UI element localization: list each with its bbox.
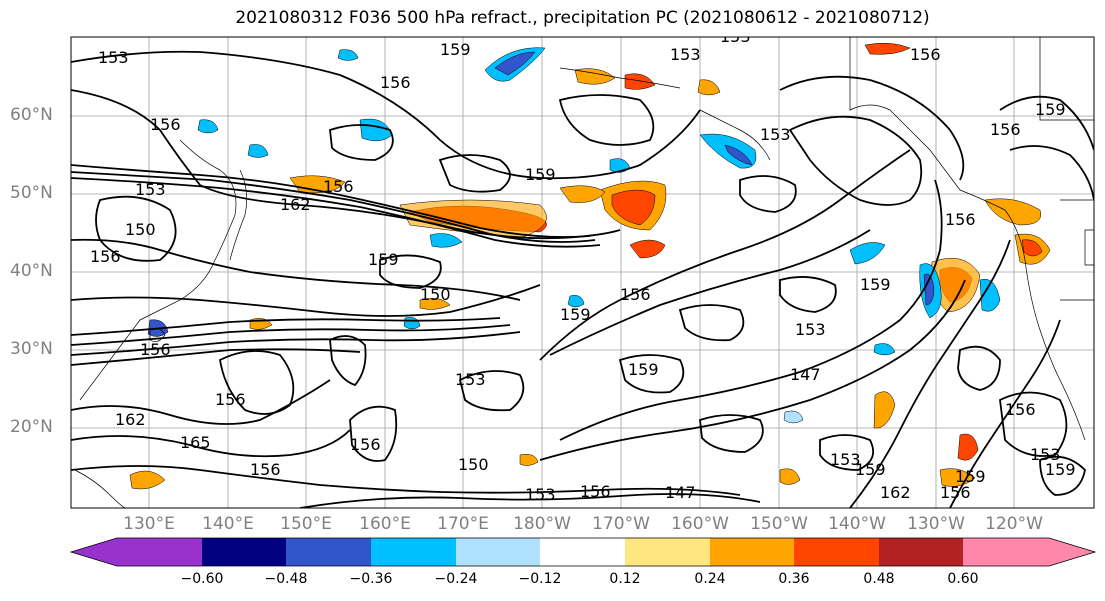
contour-label: 156 (580, 482, 611, 501)
contour-label: 162 (280, 195, 311, 214)
lon-label: 170°W (592, 514, 650, 534)
contour-label: 159 (955, 467, 986, 486)
colorbar-tick-label: 0.48 (863, 571, 895, 587)
contour-label: 156 (90, 247, 121, 266)
contour-label: 156 (1005, 400, 1036, 419)
colorbar-segment (286, 538, 371, 566)
contour-label: 153 (830, 450, 861, 469)
coastlines (74, 37, 1094, 508)
positive-precip-patches (129, 42, 1051, 490)
contour-label: 153 (720, 27, 751, 46)
colorbar-segment (963, 538, 1095, 566)
colorbar (71, 538, 1095, 566)
contour-label: 165 (180, 433, 211, 452)
contour-label: 156 (250, 460, 281, 479)
lon-label: 140°E (202, 514, 254, 534)
colorbar-outline (69, 537, 1097, 567)
contour-label: 150 (420, 285, 451, 304)
contour-label: 156 (380, 73, 411, 92)
contour-label: 153 (98, 48, 129, 67)
lon-label: 150°W (750, 514, 808, 534)
colorbar-segment (71, 538, 202, 566)
contour-label: 153 (1030, 445, 1061, 464)
contour-label: 153 (760, 125, 791, 144)
contour-labels: 153 159 156 153 153 156 159 156 153 159 … (90, 27, 1076, 504)
lon-label: 180°W (513, 514, 571, 534)
colorbar-segment (202, 538, 286, 566)
contour-label: 162 (115, 410, 146, 429)
contour-label: 147 (790, 365, 821, 384)
lon-label: 150°E (280, 514, 332, 534)
contour-label: 159 (628, 360, 659, 379)
lat-label: 30°N (10, 339, 53, 359)
contour-label: 153 (135, 180, 166, 199)
colorbar-segment (879, 538, 963, 566)
lon-label: 160°E (359, 514, 411, 534)
contour-label: 156 (620, 285, 651, 304)
colorbar-segment (710, 538, 794, 566)
contour-label: 159 (525, 165, 556, 184)
colorbar-segment (540, 538, 625, 566)
colorbar-segment (794, 538, 879, 566)
contour-label: 162 (880, 483, 911, 502)
contour-label: 153 (795, 320, 826, 339)
contour-label: 156 (990, 120, 1021, 139)
colorbar-segment (625, 538, 710, 566)
lon-label: 130°E (123, 514, 175, 534)
lat-label: 60°N (10, 105, 53, 125)
contour-label: 150 (458, 455, 489, 474)
lat-label: 40°N (10, 261, 53, 281)
lon-label: 160°W (671, 514, 729, 534)
map-gridlines (71, 37, 1094, 508)
lat-label: 50°N (10, 183, 53, 203)
contour-label: 156 (910, 45, 941, 64)
colorbar-tick-label: 0.36 (778, 571, 810, 587)
contour-label: 159 (855, 460, 886, 479)
map-border (70, 36, 1095, 509)
colorbar-tick-label: −0.36 (349, 571, 393, 587)
contour-label: 159 (860, 275, 891, 294)
colorbar-tick-label: −0.24 (434, 571, 478, 587)
contour-label: 153 (670, 45, 701, 64)
colorbar-segment (371, 538, 456, 566)
colorbar-segment (456, 538, 540, 566)
colorbar-tick-label: 0.60 (947, 571, 979, 587)
contour-label: 156 (150, 115, 181, 134)
contour-label: 159 (440, 40, 471, 59)
contour-label: 153 (455, 370, 486, 389)
lon-label: 130°W (907, 514, 965, 534)
lon-label: 140°W (828, 514, 886, 534)
contour-label: 156 (140, 340, 171, 359)
contour-label: 156 (323, 177, 354, 196)
colorbar-tick-label: −0.60 (180, 571, 224, 587)
contour-label: 153 (525, 485, 556, 504)
colorbar-tick-label: 0.24 (694, 571, 726, 587)
map-title: 2021080312 F036 500 hPa refract., precip… (235, 8, 930, 28)
lat-label: 20°N (10, 417, 53, 437)
contour-label: 159 (368, 250, 399, 269)
contour-label: 156 (945, 210, 976, 229)
contour-label: 159 (560, 305, 591, 324)
colorbar-tick-label: −0.48 (264, 571, 308, 587)
refractivity-contours (71, 50, 1094, 508)
contour-label: 159 (1035, 100, 1066, 119)
contour-label: 147 (665, 483, 696, 502)
colorbar-tick-label: 0.12 (609, 571, 641, 587)
lon-label: 170°E (437, 514, 489, 534)
colorbar-tick-label: −0.12 (518, 571, 562, 587)
lon-label: 120°W (985, 514, 1043, 534)
contour-label: 150 (125, 220, 156, 239)
contour-label: 159 (1045, 460, 1076, 479)
contour-label: 156 (350, 435, 381, 454)
contour-label: 156 (215, 390, 246, 409)
contour-label: 156 (940, 483, 971, 502)
